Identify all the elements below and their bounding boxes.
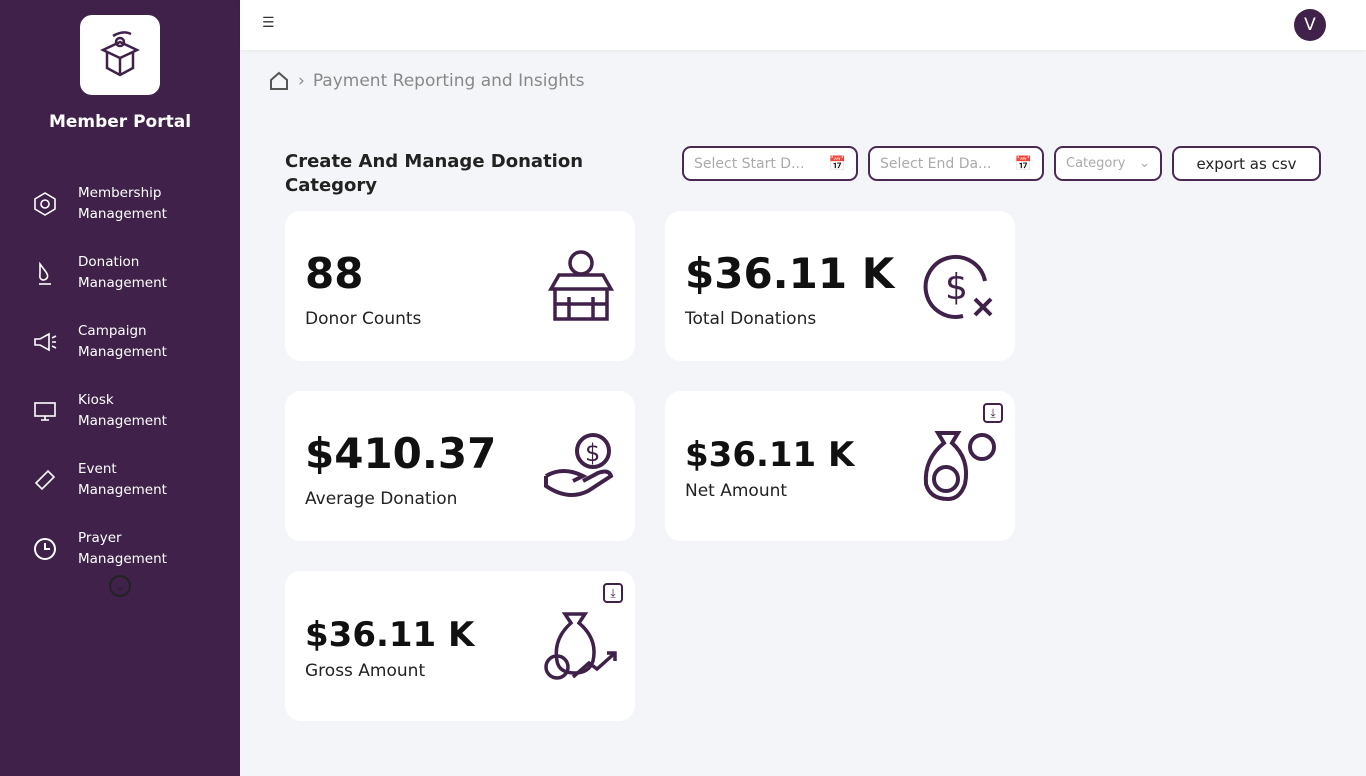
gross-amount-card: ⤓ $36.11 K Gross Amount <box>285 571 635 721</box>
calendar-icon: 📅 <box>1014 155 1032 172</box>
avatar[interactable]: V <box>1294 9 1326 41</box>
sidebar-item-kiosk[interactable]: Kiosk Management <box>30 390 188 432</box>
donation-box-icon <box>100 31 140 77</box>
sidebar: Member Portal Membership Management Dona… <box>0 0 240 776</box>
sidebar-item-membership[interactable]: Membership Management <box>30 183 188 225</box>
end-date-picker[interactable]: Select End Da... 📅 <box>868 146 1044 181</box>
home-icon[interactable] <box>268 70 290 92</box>
start-date-picker[interactable]: Select Start D... 📅 <box>682 146 858 181</box>
money-bag-growth-icon <box>544 612 617 680</box>
chevron-down-icon: ⌄ <box>1139 156 1150 171</box>
kiosk-icon <box>30 396 60 426</box>
topbar: ☰ V <box>240 0 1366 50</box>
net-amount-card: ⤓ $36.11 K Net Amount <box>665 391 1015 541</box>
chevron-right-icon: › <box>298 71 305 91</box>
donor-counts-card: 88 Donor Counts <box>285 211 635 361</box>
page-title: Create And Manage Donation Category <box>285 151 584 196</box>
logo <box>80 15 160 95</box>
menu-toggle-icon[interactable]: ☰ <box>262 15 275 31</box>
svg-text:$: $ <box>585 439 600 467</box>
megaphone-icon <box>30 327 60 357</box>
hand-coin-icon: $ <box>544 433 614 497</box>
total-donations-card: $36.11 K Total Donations $ <box>665 211 1015 361</box>
chevron-down-icon[interactable]: ⌄ <box>109 575 131 597</box>
sidebar-item-prayer[interactable]: Prayer Management <box>30 528 188 570</box>
money-bag-icon <box>923 431 996 502</box>
breadcrumb-current: Payment Reporting and Insights <box>312 71 585 91</box>
average-donation-card: $410.37 Average Donation $ <box>285 391 635 541</box>
breadcrumb: › Payment Reporting and Insights <box>268 70 585 92</box>
badge-icon <box>30 189 60 219</box>
sidebar-item-campaign[interactable]: Campaign Management <box>30 321 188 363</box>
export-csv-button[interactable]: export as csv <box>1172 146 1321 181</box>
brand-name: Member Portal <box>48 112 192 132</box>
category-select[interactable]: Category ⌄ <box>1054 146 1162 181</box>
ticket-icon <box>30 465 60 495</box>
calendar-icon: 📅 <box>828 155 846 172</box>
clock-icon <box>30 534 60 564</box>
sidebar-item-event[interactable]: Event Management <box>30 459 188 501</box>
donation-box-icon <box>547 250 615 321</box>
donation-hand-icon <box>30 258 60 288</box>
dollar-cancel-icon: $ <box>923 254 993 319</box>
download-icon[interactable]: ⤓ <box>603 583 623 603</box>
download-icon[interactable]: ⤓ <box>983 403 1003 423</box>
svg-text:$: $ <box>945 267 968 308</box>
sidebar-item-donation[interactable]: Donation Management <box>30 252 188 294</box>
